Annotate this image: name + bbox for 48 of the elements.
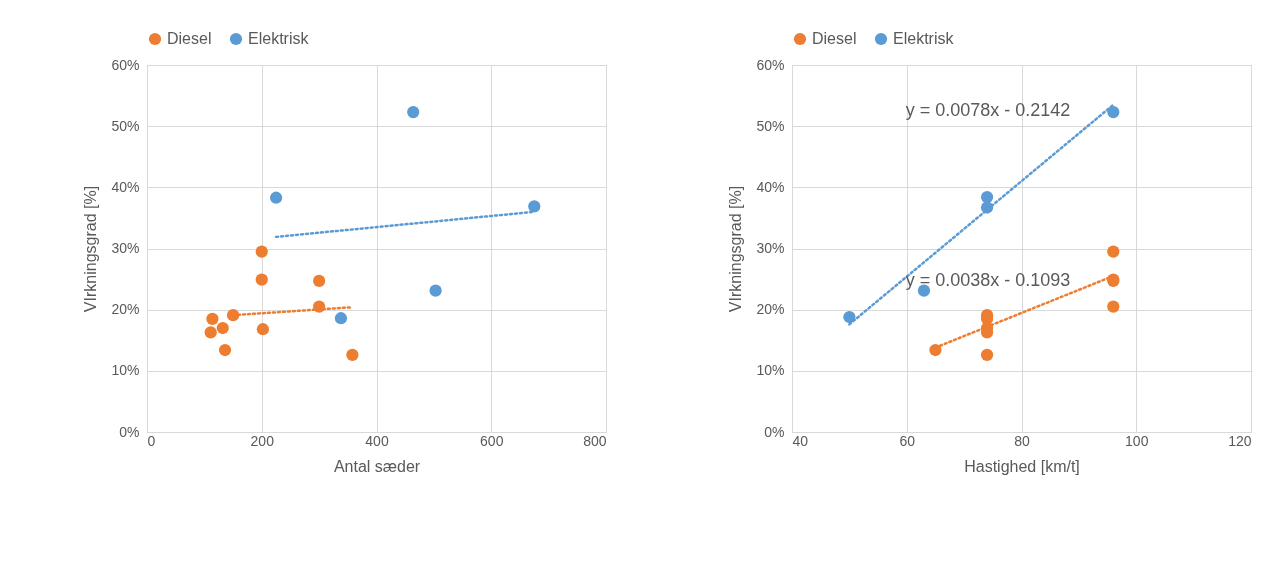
x-tick-label: 400 (365, 432, 389, 449)
x-tick-label: 800 (583, 432, 607, 449)
y-tick-label: 50% (756, 117, 785, 134)
y-tick-label: 10% (111, 362, 140, 379)
point (429, 284, 442, 297)
legend-label: Elektrisk (893, 30, 955, 47)
x-tick-label: 80 (1014, 432, 1030, 449)
x-axis-title: Hastighed [km/t] (964, 457, 1080, 475)
y-tick-label: 20% (756, 301, 785, 318)
point (218, 343, 232, 357)
x-tick-label: 100 (1125, 432, 1149, 449)
annotation: y = 0.0078x - 0.2142 (905, 100, 1071, 120)
point (255, 245, 268, 258)
point (216, 321, 229, 335)
point (313, 274, 326, 288)
point (528, 200, 541, 213)
x-tick-label: 600 (480, 432, 504, 449)
y-tick-label: 40% (111, 178, 140, 195)
y-tick-label: 0% (764, 423, 785, 440)
x-tick-label: 40 (792, 432, 809, 449)
y-tick-label: 30% (111, 240, 140, 256)
y-tick-label: 60% (756, 56, 785, 73)
y-tick-label: 0% (119, 423, 140, 440)
x-axis-title: Antal sæder (333, 457, 421, 475)
y-axis-title: VIrkningsgrad [%] (727, 185, 745, 313)
x-tick-label: 200 (250, 432, 275, 449)
point (334, 312, 348, 325)
y-tick-label: 10% (756, 362, 785, 379)
point (256, 323, 270, 336)
point (346, 348, 359, 362)
annotation: y = 0.0038x - 0.1093 (905, 270, 1071, 290)
x-tick-label: 60 (899, 432, 916, 449)
y-tick-label: 20% (111, 301, 140, 318)
x-tick-label: 120 (1228, 432, 1252, 449)
x-tick-label: 0 (147, 432, 156, 449)
legend-label: Diesel (167, 30, 212, 47)
point (255, 273, 268, 286)
y-tick-label: 30% (756, 240, 785, 256)
y-axis-title: VIrkningsgrad [%] (82, 185, 100, 313)
legend-label: Diesel (812, 30, 857, 47)
y-tick-label: 50% (111, 117, 140, 134)
legend-label: Elektrisk (248, 30, 310, 47)
y-tick-label: 60% (111, 56, 140, 73)
point (269, 191, 283, 204)
y-tick-label: 40% (756, 178, 785, 195)
point (407, 105, 420, 119)
point (204, 326, 217, 339)
point (206, 312, 219, 325)
